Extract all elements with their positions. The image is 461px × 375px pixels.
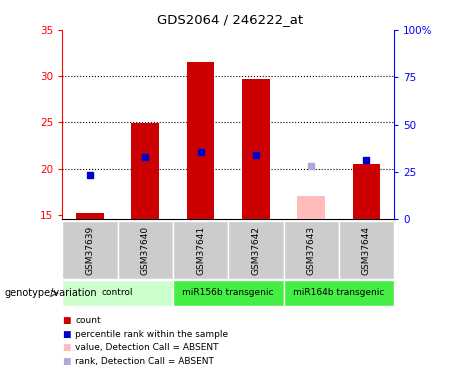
Bar: [62, 221, 118, 279]
Bar: [297, 196, 325, 219]
Bar: [339, 221, 394, 279]
Text: GSM37639: GSM37639: [85, 226, 95, 275]
Text: rank, Detection Call = ABSENT: rank, Detection Call = ABSENT: [75, 357, 214, 366]
Bar: [353, 164, 380, 219]
Bar: [118, 221, 173, 279]
Text: GSM37640: GSM37640: [141, 226, 150, 275]
Text: ■: ■: [62, 330, 71, 339]
Text: miR156b transgenic: miR156b transgenic: [183, 288, 274, 297]
Text: value, Detection Call = ABSENT: value, Detection Call = ABSENT: [75, 343, 219, 352]
Bar: [76, 213, 104, 219]
Text: miR164b transgenic: miR164b transgenic: [293, 288, 384, 297]
Bar: [187, 62, 214, 219]
Bar: [284, 280, 394, 306]
Bar: [173, 221, 228, 279]
Text: percentile rank within the sample: percentile rank within the sample: [75, 330, 228, 339]
Text: ■: ■: [62, 357, 71, 366]
Text: GSM37644: GSM37644: [362, 226, 371, 275]
Text: count: count: [75, 316, 101, 325]
Text: GDS2064 / 246222_at: GDS2064 / 246222_at: [158, 13, 303, 26]
Bar: [242, 79, 270, 219]
Text: GSM37643: GSM37643: [307, 226, 316, 275]
Bar: [228, 221, 284, 279]
Bar: [173, 280, 284, 306]
Bar: [284, 221, 339, 279]
Bar: [62, 280, 173, 306]
Bar: [131, 123, 159, 219]
Text: GSM37641: GSM37641: [196, 226, 205, 275]
Text: ■: ■: [62, 343, 71, 352]
Text: control: control: [102, 288, 133, 297]
Text: genotype/variation: genotype/variation: [5, 288, 97, 298]
Text: GSM37642: GSM37642: [251, 226, 260, 275]
Text: ■: ■: [62, 316, 71, 325]
